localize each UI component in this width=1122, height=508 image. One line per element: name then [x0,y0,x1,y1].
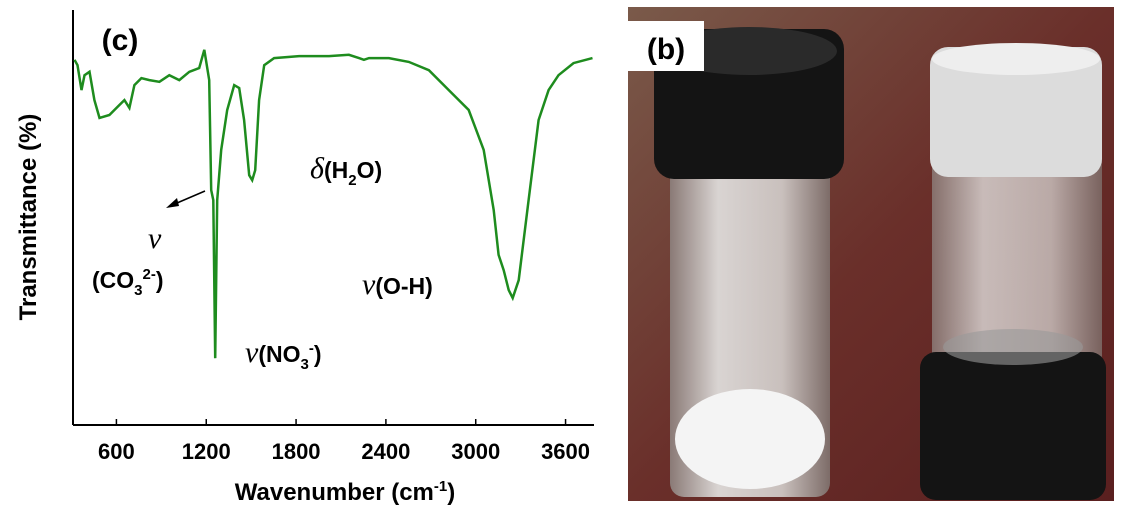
white-powder [675,389,825,489]
spectrum-line [73,49,593,359]
annotation: ν(NO3-) [245,336,322,373]
text-part: -1 [434,478,447,495]
x-tick-label: 600 [98,439,135,464]
text-part: 3 [134,282,142,299]
x-tick-label: 1200 [182,439,231,464]
gel-plug [930,47,1102,177]
x-tick-label: 1800 [272,439,321,464]
vial-left-cap-top [661,27,837,75]
annotation: ν(O-H) [362,268,433,301]
photo-label: (b) [647,33,685,66]
x-tick-label: 3000 [451,439,500,464]
vial-thread [943,329,1083,365]
text-part: (H [324,157,348,183]
text-part: ν [245,336,259,369]
text-part: ) [314,341,322,367]
photo-panel: (b) [628,7,1114,501]
x-axis-label: Wavenumber (cm-1) [235,478,456,506]
text-part: (CO [92,267,134,293]
text-part: Wavenumber (cm [235,479,434,506]
annotation: ν [148,222,162,255]
ftir-chart: (c) Transmittance (%) 600 1200 1800 2400 300… [15,10,594,506]
text-part: ν [148,222,162,255]
text-part: δ [310,152,325,185]
text-part: ) [156,267,164,293]
x-tick-label: 3600 [541,439,590,464]
text-part: - [309,340,314,357]
vial-right-body [932,147,1102,377]
vial-right-cap [920,352,1106,500]
photo-label-box [628,21,704,71]
text-part: O) [357,157,383,183]
text-part: (O-H) [375,273,432,299]
panel-label: (c) [102,24,139,57]
text-part: 3 [301,356,309,373]
text-part: 2- [143,266,156,283]
annotation: (CO32-) [92,266,164,299]
gel-top [932,43,1100,75]
x-tick-label: 2400 [361,439,410,464]
text-part: 2 [348,172,356,189]
text-part: (NO [258,341,300,367]
text-part: ν [362,268,376,301]
y-axis-label: Transmittance (%) [15,114,42,321]
annotation-arrowhead [166,198,179,208]
text-part: ) [447,479,455,506]
annotation: δ(H2O) [310,152,382,189]
panel-label-box [88,14,152,62]
